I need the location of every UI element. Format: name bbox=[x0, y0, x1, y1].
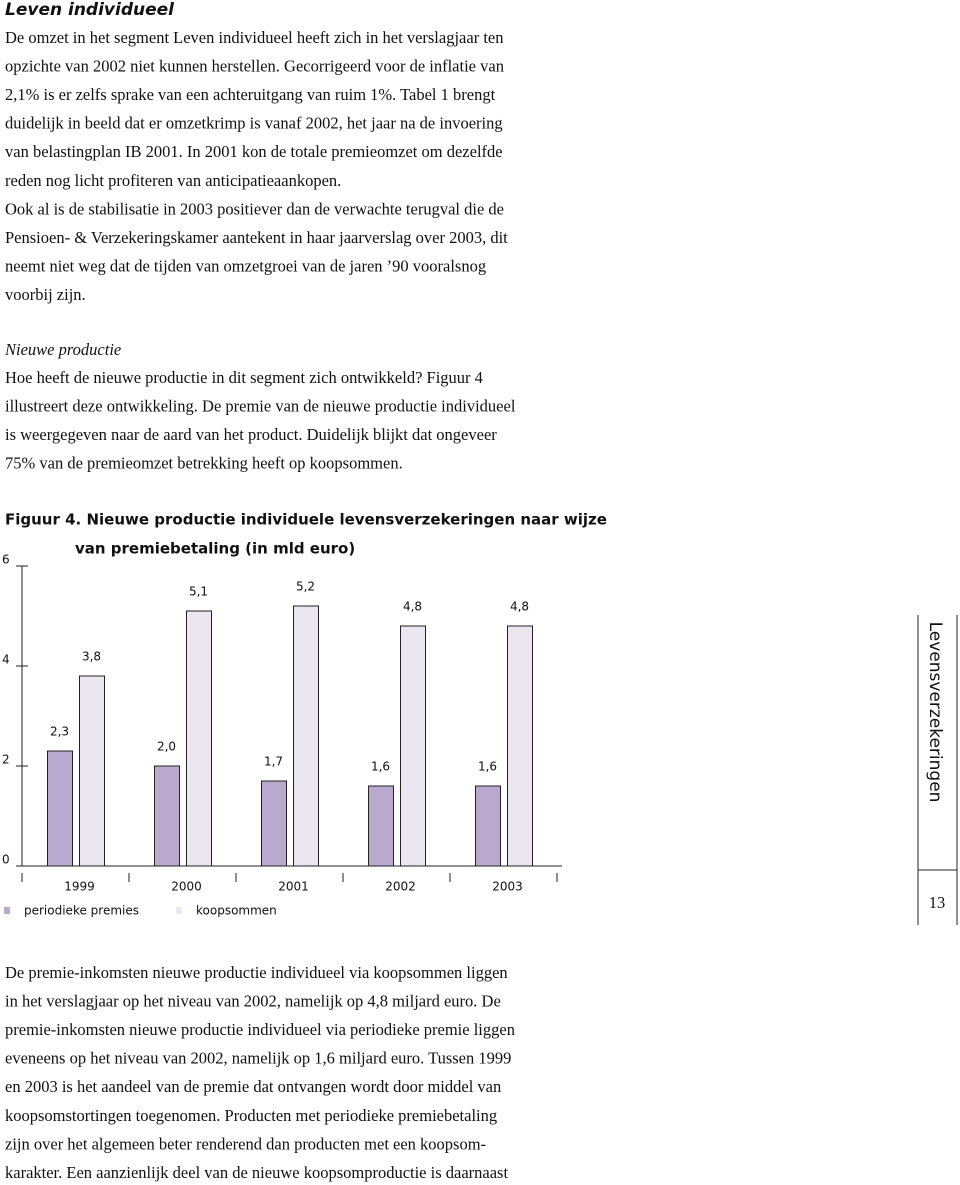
legend-swatch bbox=[4, 907, 10, 914]
value-label: 5,2 bbox=[296, 580, 315, 594]
value-label: 2,0 bbox=[157, 740, 176, 754]
text-line: eveneens op het niveau van 2002, namelij… bbox=[5, 1049, 511, 1068]
page-number: 13 bbox=[929, 893, 946, 912]
text-line: koopsomstortingen toegenomen. Producten … bbox=[5, 1106, 497, 1125]
text-line: zijn over het algemeen beter renderend d… bbox=[5, 1134, 486, 1153]
y-tick-label: 2 bbox=[2, 753, 10, 767]
x-tick-label: 2001 bbox=[278, 880, 309, 894]
text-line: De omzet in het segment Leven individuee… bbox=[5, 28, 503, 47]
text-line: duidelijk in beeld dat er omzetkrimp is … bbox=[5, 114, 503, 133]
legend-swatch bbox=[176, 907, 182, 914]
bar bbox=[368, 785, 394, 867]
value-label: 1,6 bbox=[371, 760, 390, 774]
text-line: Pensioen- & Verzekeringskamer aantekent … bbox=[5, 228, 508, 247]
text-line: Hoe heeft de nieuwe productie in dit seg… bbox=[5, 368, 483, 387]
bar bbox=[507, 625, 533, 867]
y-tick-label: 0 bbox=[2, 853, 10, 867]
bar bbox=[475, 785, 501, 867]
text-line: 2,1% is er zelfs sprake van een achterui… bbox=[5, 85, 496, 104]
value-label: 5,1 bbox=[189, 585, 208, 599]
x-tick-label: 1999 bbox=[64, 880, 95, 894]
text-line: Ook al is de stabilisatie in 2003 positi… bbox=[5, 199, 504, 218]
side-label: Levensverzekeringen bbox=[925, 622, 945, 803]
text-line: in het verslagjaar op het niveau van 200… bbox=[5, 991, 501, 1010]
bar bbox=[186, 610, 212, 867]
value-label: 4,8 bbox=[403, 600, 422, 614]
y-tick-label: 4 bbox=[2, 653, 10, 667]
bar bbox=[261, 780, 287, 867]
text-line: van belastingplan IB 2001. In 2001 kon d… bbox=[5, 142, 503, 161]
text-line: reden nog licht profiteren van anticipat… bbox=[5, 171, 341, 190]
text-line: premie-inkomsten nieuwe productie indivi… bbox=[5, 1020, 515, 1039]
text-line: en 2003 is het aandeel van de premie dat… bbox=[5, 1077, 501, 1096]
value-label: 3,8 bbox=[82, 650, 101, 664]
chart-title: Figuur 4. Nieuwe productie individuele l… bbox=[5, 511, 607, 529]
text-line: is weergegeven naar de aard van het prod… bbox=[5, 425, 497, 444]
x-tick-label: 2000 bbox=[171, 880, 202, 894]
text-line: 75% van de premieomzet betrekking heeft … bbox=[5, 454, 403, 473]
text-line: voorbij zijn. bbox=[5, 285, 86, 304]
subheading: Nieuwe productie bbox=[4, 340, 121, 359]
legend-label: koopsommen bbox=[196, 904, 277, 918]
bar bbox=[400, 625, 426, 867]
value-label: 4,8 bbox=[510, 600, 529, 614]
chart-title: van premiebetaling (in mld euro) bbox=[75, 540, 355, 558]
bar bbox=[79, 675, 105, 867]
x-tick-label: 2002 bbox=[385, 880, 416, 894]
value-label: 1,6 bbox=[478, 760, 497, 774]
text-line: karakter. Een aanzienlijk deel van de ni… bbox=[5, 1163, 508, 1182]
text-line: opzichte van 2002 niet kunnen herstellen… bbox=[5, 56, 504, 75]
value-label: 2,3 bbox=[50, 725, 69, 739]
x-tick-label: 2003 bbox=[492, 880, 523, 894]
text-line: neemt niet weg dat de tijden van omzetgr… bbox=[5, 257, 486, 276]
text-line: illustreert deze ontwikkeling. De premie… bbox=[5, 396, 516, 415]
bar bbox=[47, 750, 73, 867]
text-line: De premie-inkomsten nieuwe productie ind… bbox=[5, 963, 508, 982]
legend-label: periodieke premies bbox=[24, 904, 139, 918]
heading: Leven individueel bbox=[5, 0, 175, 20]
value-label: 1,7 bbox=[264, 755, 283, 769]
bar bbox=[154, 765, 180, 867]
bar bbox=[293, 605, 319, 867]
y-tick-label: 6 bbox=[2, 553, 10, 567]
